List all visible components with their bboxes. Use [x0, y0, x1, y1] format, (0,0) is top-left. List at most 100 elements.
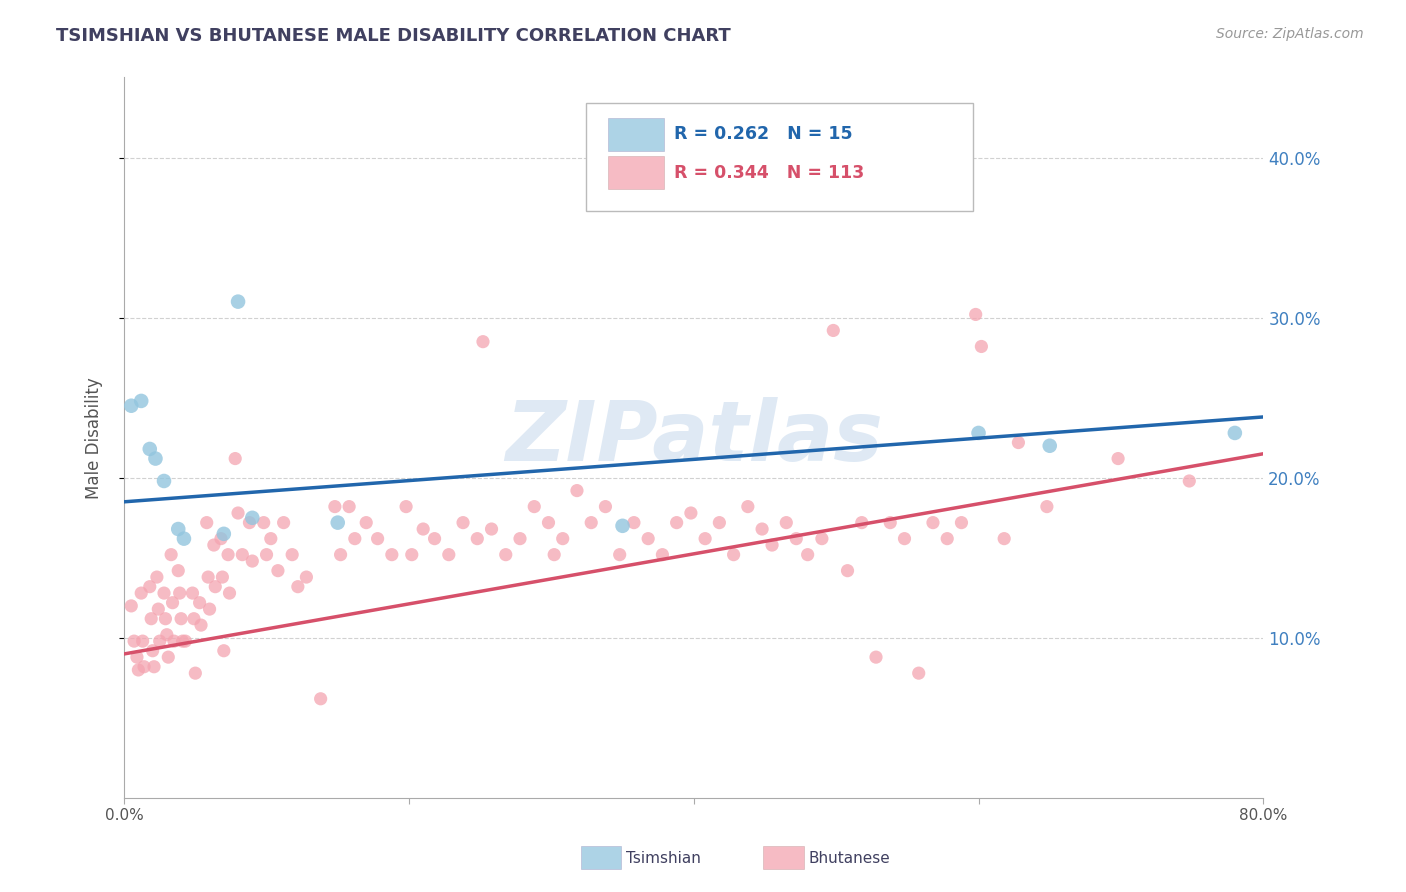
Point: [1107, 451, 1129, 466]
Text: Source: ZipAtlas.com: Source: ZipAtlas.com: [1216, 27, 1364, 41]
Point: [202, 538, 225, 552]
Point: [796, 548, 818, 562]
Point: [148, 602, 170, 616]
Point: [139, 442, 162, 456]
Point: [160, 548, 183, 562]
Point: [337, 500, 360, 514]
Point: [226, 506, 249, 520]
Point: [751, 522, 773, 536]
Point: [907, 666, 929, 681]
Point: [326, 516, 349, 530]
Point: [146, 570, 169, 584]
Point: [893, 532, 915, 546]
Point: [163, 634, 186, 648]
Point: [472, 334, 495, 349]
Point: [679, 506, 702, 520]
Point: [412, 522, 434, 536]
Point: [226, 294, 249, 309]
Point: [451, 516, 474, 530]
Point: [141, 612, 163, 626]
Text: ZIPatlas: ZIPatlas: [505, 397, 883, 478]
Point: [1178, 474, 1201, 488]
Point: [1223, 425, 1246, 440]
Point: [423, 532, 446, 546]
Point: [240, 511, 263, 525]
Point: [922, 516, 945, 530]
Point: [523, 500, 546, 514]
Point: [481, 522, 503, 536]
Text: R = 0.262   N = 15: R = 0.262 N = 15: [675, 126, 853, 144]
Point: [651, 548, 673, 562]
Point: [211, 570, 233, 584]
Point: [238, 516, 260, 530]
Point: [775, 516, 797, 530]
FancyBboxPatch shape: [585, 103, 973, 211]
Point: [967, 425, 990, 440]
Point: [970, 339, 993, 353]
Point: [131, 634, 153, 648]
Point: [198, 602, 221, 616]
Point: [181, 586, 204, 600]
Point: [851, 516, 873, 530]
Text: Tsimshian: Tsimshian: [626, 851, 700, 865]
Point: [190, 618, 212, 632]
Point: [879, 516, 901, 530]
Point: [212, 644, 235, 658]
Point: [785, 532, 807, 546]
Point: [665, 516, 688, 530]
Point: [623, 516, 645, 530]
Point: [381, 548, 404, 562]
Point: [174, 634, 197, 648]
Point: [437, 548, 460, 562]
Point: [1039, 439, 1062, 453]
Point: [579, 516, 602, 530]
Point: [167, 564, 190, 578]
Text: Bhutanese: Bhutanese: [808, 851, 890, 865]
Point: [367, 532, 389, 546]
Text: TSIMSHIAN VS BHUTANESE MALE DISABILITY CORRELATION CHART: TSIMSHIAN VS BHUTANESE MALE DISABILITY C…: [56, 27, 731, 45]
FancyBboxPatch shape: [609, 156, 664, 189]
Point: [125, 650, 148, 665]
Point: [565, 483, 588, 498]
Point: [950, 516, 973, 530]
Point: [212, 526, 235, 541]
Point: [1036, 500, 1059, 514]
Point: [256, 548, 278, 562]
Point: [837, 564, 859, 578]
Point: [295, 570, 318, 584]
Point: [343, 532, 366, 546]
Point: [142, 644, 165, 658]
Point: [395, 500, 418, 514]
Point: [281, 548, 304, 562]
Point: [537, 516, 560, 530]
Point: [197, 570, 219, 584]
Point: [354, 516, 377, 530]
Point: [156, 628, 179, 642]
Point: [122, 634, 145, 648]
Point: [224, 451, 246, 466]
Point: [253, 516, 276, 530]
Point: [153, 586, 176, 600]
Point: [170, 612, 193, 626]
Point: [709, 516, 731, 530]
Point: [129, 393, 152, 408]
Point: [273, 516, 295, 530]
Point: [401, 548, 423, 562]
Point: [231, 548, 253, 562]
Point: [823, 323, 845, 337]
Point: [172, 634, 194, 648]
Point: [543, 548, 565, 562]
Point: [155, 612, 177, 626]
Point: [695, 532, 717, 546]
Point: [323, 500, 346, 514]
Point: [811, 532, 834, 546]
Point: [120, 399, 142, 413]
Point: [129, 586, 152, 600]
Text: R = 0.344   N = 113: R = 0.344 N = 113: [675, 163, 865, 182]
Point: [309, 691, 332, 706]
FancyBboxPatch shape: [609, 118, 664, 151]
Point: [169, 586, 191, 600]
Point: [188, 596, 211, 610]
Point: [127, 663, 149, 677]
Point: [267, 564, 290, 578]
